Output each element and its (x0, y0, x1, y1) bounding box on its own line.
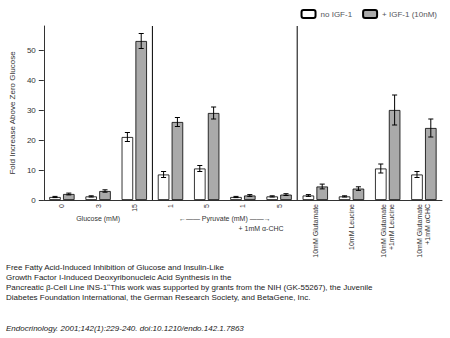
svg-text:Fold Increase Above Zero Gluco: Fold Increase Above Zero Glucose (8, 51, 17, 175)
svg-text:5: 5 (203, 204, 210, 208)
svg-text:10mM Glutamate: 10mM Glutamate (380, 204, 387, 258)
svg-text:10mM Glutamate: 10mM Glutamate (416, 204, 423, 258)
svg-text:Pancreatic β-Cell Line INS-1ʹʹ: Pancreatic β-Cell Line INS-1ʹʹThis work … (6, 283, 373, 292)
svg-text:Free Fatty Acid-Induced Inhibi: Free Fatty Acid-Induced Inhibition of Gl… (6, 263, 224, 272)
svg-text:Glucose (mM): Glucose (mM) (76, 215, 120, 223)
svg-text:10mM Leucine: 10mM Leucine (348, 204, 355, 250)
svg-text:1: 1 (239, 204, 246, 208)
svg-text:Diabetes Foundation Internatio: Diabetes Foundation International, the G… (6, 293, 310, 302)
svg-text:40: 40 (27, 76, 36, 85)
svg-text:10: 10 (27, 166, 36, 175)
svg-text:1: 1 (167, 204, 174, 208)
svg-text:Growth Factor I-Induced Deoxyr: Growth Factor I-Induced Deoxyribonucleic… (6, 273, 232, 282)
svg-text:no IGF-1: no IGF-1 (321, 10, 353, 19)
svg-text:30: 30 (27, 106, 36, 115)
svg-text:0: 0 (58, 204, 65, 208)
svg-text:15: 15 (131, 204, 138, 212)
svg-text:Endocrinology. 2001;142(1):229: Endocrinology. 2001;142(1):229-240. doi:… (6, 324, 244, 333)
svg-text:50: 50 (27, 46, 36, 55)
svg-text:+1mM αCHC: +1mM αCHC (424, 204, 431, 245)
svg-text:0: 0 (31, 196, 36, 205)
svg-text:10mM Glutamate: 10mM Glutamate (312, 204, 319, 258)
svg-text:3: 3 (95, 204, 102, 208)
svg-text:20: 20 (27, 136, 36, 145)
svg-text:←—— Pyruvate (mM) ——→: ←—— Pyruvate (mM) ——→ (179, 215, 271, 223)
svg-text:+ IGF-1 (10nM): + IGF-1 (10nM) (382, 10, 437, 19)
svg-text:5: 5 (276, 204, 283, 208)
svg-text:+1mM Leucine: +1mM Leucine (388, 204, 395, 250)
svg-text:+ 1mM α-CHC: + 1mM α-CHC (238, 225, 283, 232)
